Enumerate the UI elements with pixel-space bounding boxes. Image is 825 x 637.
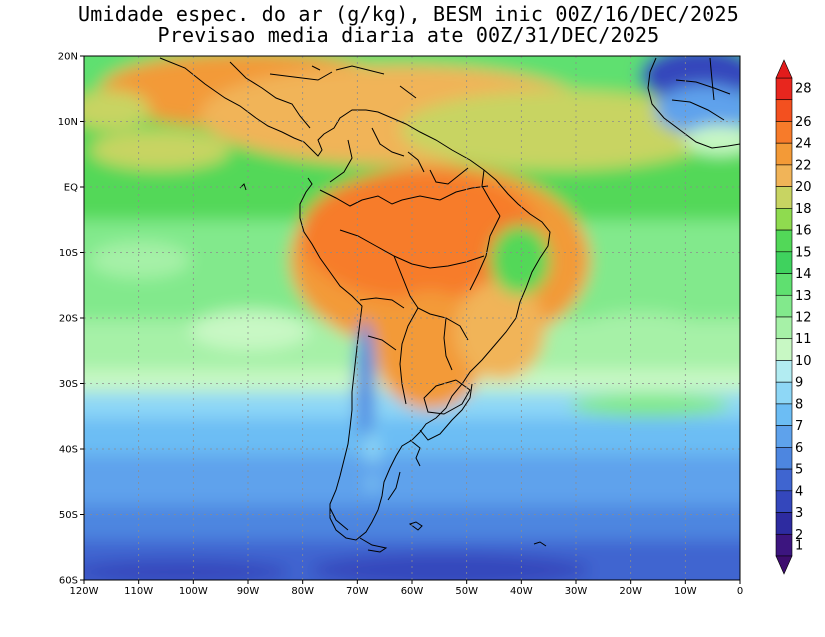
colorbar-label: 26 bbox=[795, 115, 812, 130]
colorbar-label: 1 bbox=[795, 539, 803, 554]
colorbar-label: 6 bbox=[795, 441, 803, 456]
lat-tick-label: 10N bbox=[58, 117, 78, 128]
colorbar-label: 13 bbox=[795, 289, 812, 304]
colorbar-segment bbox=[775, 164, 793, 187]
lat-tick-label: 10S bbox=[59, 248, 78, 259]
lon-tick-label: 60W bbox=[401, 586, 424, 597]
lon-tick-label: 50W bbox=[455, 586, 478, 597]
lat-tick-label: 50S bbox=[59, 510, 78, 521]
colorbar-segment bbox=[775, 142, 793, 166]
colorbar-label: 2 bbox=[795, 528, 803, 543]
lat-tick-label: EQ bbox=[64, 183, 78, 194]
colorbar-segment bbox=[775, 294, 793, 318]
humidity-field bbox=[84, 56, 740, 580]
lon-tick-label: 70W bbox=[346, 586, 369, 597]
lat-tick-label: 30S bbox=[59, 379, 78, 390]
colorbar-label: 5 bbox=[795, 463, 803, 478]
colorbar-label: 8 bbox=[795, 397, 803, 412]
colorbar-segment bbox=[775, 251, 793, 274]
colorbar-label: 28 bbox=[795, 81, 812, 96]
colorbar-label: 11 bbox=[795, 332, 812, 347]
colorbar-segment bbox=[775, 403, 793, 426]
colorbar-segment bbox=[775, 273, 793, 296]
colorbar-segment bbox=[775, 338, 793, 361]
map-title-line2: Previsao media diaria ate 00Z/31/DEC/202… bbox=[157, 23, 660, 47]
lon-tick-label: 120W bbox=[70, 586, 99, 597]
coastlines bbox=[159, 57, 740, 553]
colorbar-min-arrow bbox=[775, 555, 793, 575]
colorbar-max-arrow bbox=[775, 59, 793, 79]
colorbar-segment bbox=[775, 468, 793, 492]
lat-tick-label: 40S bbox=[59, 445, 78, 456]
lon-tick-label: 90W bbox=[237, 586, 260, 597]
colorbar-segment bbox=[775, 447, 793, 470]
colorbar-segment bbox=[775, 208, 793, 231]
colorbar-segment bbox=[775, 512, 793, 535]
colorbar-label: 20 bbox=[795, 180, 812, 195]
lon-tick-label: 80W bbox=[291, 586, 314, 597]
colorbar-segment bbox=[775, 425, 793, 448]
colorbar: 28 26 24 22 20 18 16 15 14 13 12 11 10 9 8 7 6 5 4 3 21 bbox=[775, 59, 812, 575]
colorbar-segment bbox=[775, 99, 793, 122]
colorbar-label: 10 bbox=[795, 354, 812, 369]
lon-tick-label: 0 bbox=[737, 586, 743, 597]
colorbar-label: 15 bbox=[795, 245, 812, 260]
lon-tick-label: 20W bbox=[619, 586, 642, 597]
lon-tick-label: 100W bbox=[179, 586, 208, 597]
lon-tick-label: 30W bbox=[565, 586, 588, 597]
colorbar-label: 12 bbox=[795, 311, 812, 326]
map-title-line1: Umidade espec. do ar (g/kg), BESM inic 0… bbox=[77, 2, 739, 26]
colorbar-segment bbox=[775, 316, 793, 340]
lon-tick-label: 110W bbox=[124, 586, 153, 597]
colorbar-segment bbox=[775, 229, 793, 253]
colorbar-label: 14 bbox=[795, 267, 812, 282]
colorbar-segment bbox=[775, 186, 793, 209]
lat-tick-label: 20N bbox=[58, 52, 78, 63]
colorbar-label: 3 bbox=[795, 506, 803, 521]
colorbar-segment bbox=[775, 77, 793, 101]
colorbar-segment bbox=[775, 121, 793, 144]
colorbar-label: 18 bbox=[795, 202, 812, 217]
colorbar-label: 22 bbox=[795, 158, 812, 173]
colorbar-segment bbox=[775, 381, 793, 405]
lat-tick-label: 60S bbox=[59, 576, 78, 587]
colorbar-segment bbox=[775, 360, 793, 383]
colorbar-label: 24 bbox=[795, 137, 812, 152]
colorbar-label: 4 bbox=[795, 484, 803, 499]
colorbar-segment bbox=[775, 490, 793, 513]
colorbar-label: 7 bbox=[795, 419, 803, 434]
colorbar-label: 9 bbox=[795, 376, 803, 391]
graticule bbox=[84, 56, 740, 580]
colorbar-label: 16 bbox=[795, 224, 812, 239]
lon-tick-label: 10W bbox=[674, 586, 697, 597]
colorbar-segment bbox=[775, 533, 793, 557]
lon-tick-label: 40W bbox=[510, 586, 533, 597]
lat-tick-label: 20S bbox=[59, 314, 78, 325]
